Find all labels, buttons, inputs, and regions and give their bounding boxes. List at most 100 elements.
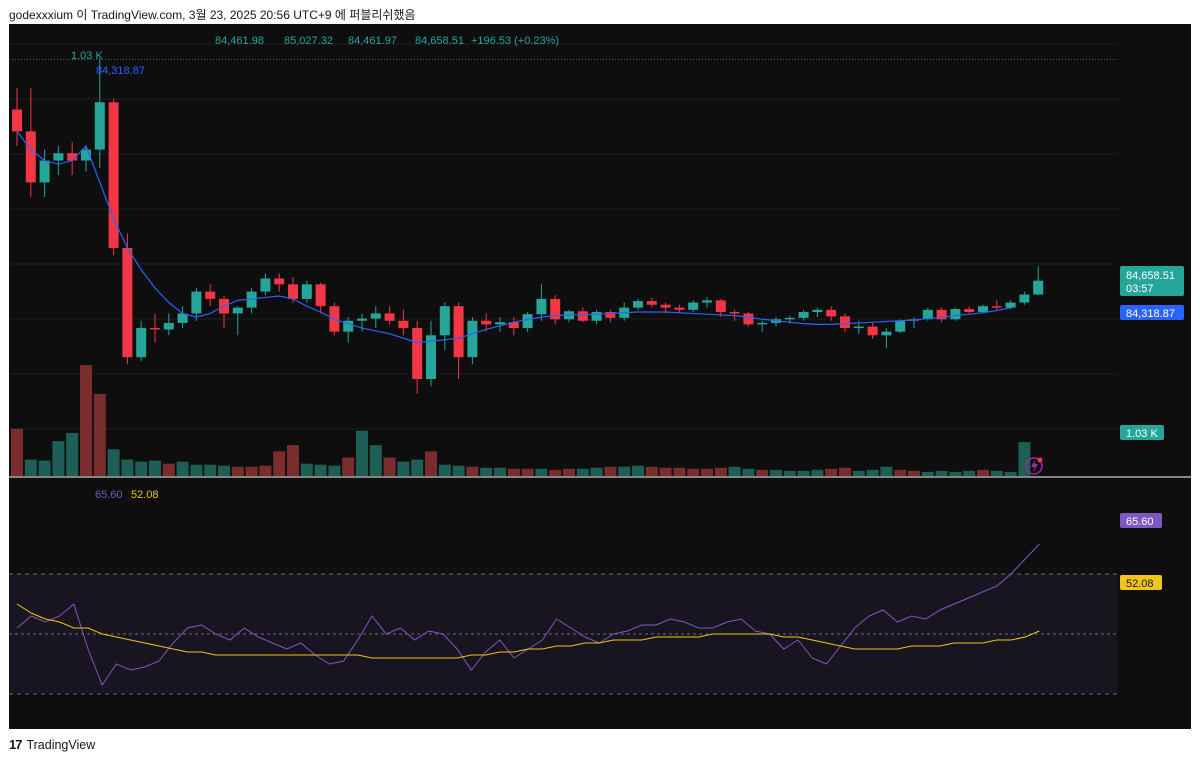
candle-body xyxy=(150,328,160,330)
candle-body xyxy=(67,153,78,161)
volume-bar xyxy=(618,466,631,476)
candle-body xyxy=(895,320,906,332)
candle-body xyxy=(605,312,616,318)
candle-body xyxy=(343,320,354,332)
volume-bar xyxy=(287,445,299,476)
volume-bar xyxy=(273,451,286,476)
candle-body xyxy=(633,301,643,308)
candles xyxy=(12,58,1044,394)
flash-icon[interactable] xyxy=(1025,457,1043,475)
candle-body xyxy=(108,102,119,248)
ma-badge-value: 84,318.87 xyxy=(1126,308,1175,320)
candle-body xyxy=(136,328,147,358)
volume-bar xyxy=(231,466,244,476)
volume-bar xyxy=(521,468,534,476)
candle-body xyxy=(315,284,326,307)
candle-body xyxy=(288,284,298,299)
volume-bar xyxy=(80,365,92,476)
volume-bar xyxy=(135,461,148,476)
volume-bar xyxy=(797,470,810,476)
volume-bar xyxy=(632,465,644,476)
candle-body xyxy=(1005,302,1016,308)
volume-bar xyxy=(839,467,851,476)
volume-bar xyxy=(977,469,989,476)
volume-bar xyxy=(218,465,230,476)
volume-bar xyxy=(494,467,506,476)
price-countdown: 03:57 xyxy=(1126,283,1154,295)
volume-bar xyxy=(963,470,976,476)
ohlc-close: 84,658.51 xyxy=(415,35,464,47)
volume-bar xyxy=(259,465,272,476)
volume-bar xyxy=(204,464,217,476)
rsi-ma-badge-value: 52.08 xyxy=(1126,578,1154,590)
candle-body xyxy=(577,311,588,321)
candle-body xyxy=(94,102,105,150)
candle-body xyxy=(688,302,699,310)
volume-bar xyxy=(783,470,796,476)
candle-body xyxy=(1033,280,1044,295)
volume-bar xyxy=(756,469,769,476)
volume-bar xyxy=(24,459,37,476)
chart-frame[interactable]: 84,461.98 85,027.32 84,461.97 84,658.51 … xyxy=(9,24,1191,729)
candle-body xyxy=(550,298,561,320)
candle-body xyxy=(81,149,91,161)
volume-peak-label: 1.03 K xyxy=(71,50,103,62)
volume-bar xyxy=(852,470,865,476)
candle-body xyxy=(646,301,657,305)
volume-badge-value: 1.03 K xyxy=(1126,428,1158,440)
volume-bar xyxy=(190,464,203,476)
volume-bar xyxy=(383,457,396,476)
volume-bar xyxy=(1004,471,1017,476)
ohlc-open: 84,461.98 xyxy=(215,35,264,47)
candle-body xyxy=(25,131,36,183)
volume-bar xyxy=(93,393,106,476)
volume-bar xyxy=(659,467,672,476)
volume-bar xyxy=(535,468,548,476)
volume-bar xyxy=(245,466,258,476)
candle-body xyxy=(660,304,671,308)
volume-bar xyxy=(673,467,686,476)
volume-bar xyxy=(452,465,465,476)
volume-bar xyxy=(866,469,879,476)
candle-body xyxy=(439,306,450,336)
candle-body xyxy=(757,322,768,325)
volume-bar xyxy=(342,457,355,476)
volume-bar xyxy=(397,461,410,476)
tradingview-brand[interactable]: TradingView xyxy=(26,737,96,752)
volume-bar xyxy=(549,469,562,476)
candle-body xyxy=(922,309,933,320)
volume-bar xyxy=(687,468,700,476)
candle-body xyxy=(467,320,478,358)
candle-body xyxy=(743,313,754,325)
volume-bar xyxy=(314,464,327,476)
volume-bar xyxy=(328,465,341,476)
candle-body xyxy=(426,335,436,379)
candle-body xyxy=(715,300,726,312)
volume-bar xyxy=(11,428,23,476)
ohlc-low: 84,461.97 xyxy=(348,35,397,47)
candle-body xyxy=(232,307,243,314)
moving-average-line xyxy=(16,131,1011,344)
grid xyxy=(9,43,1117,430)
volume-bar xyxy=(645,466,658,476)
rsi-ma-value-label: 52.08 xyxy=(131,489,159,501)
rsi-badge-value: 65.60 xyxy=(1126,516,1154,528)
volume-bar xyxy=(507,468,520,476)
volume-bar xyxy=(438,464,451,476)
chart-svg[interactable]: 84,461.98 85,027.32 84,461.97 84,658.51 … xyxy=(9,24,1191,729)
tradingview-logo[interactable]: 17 xyxy=(9,737,23,752)
candle-body xyxy=(978,306,988,312)
volume-bar xyxy=(52,441,65,476)
candle-body xyxy=(191,291,202,314)
volume-bar xyxy=(921,471,934,476)
candle-body xyxy=(384,313,395,321)
candle-body xyxy=(53,153,64,161)
price-badge-value: 84,658.51 xyxy=(1126,270,1175,282)
candle-body xyxy=(674,307,685,310)
volume-bar xyxy=(770,469,782,476)
candle-body xyxy=(536,298,547,315)
candle-body xyxy=(481,320,492,325)
candle-body xyxy=(12,109,22,132)
candle-body xyxy=(936,309,947,320)
candle-body xyxy=(702,300,712,303)
